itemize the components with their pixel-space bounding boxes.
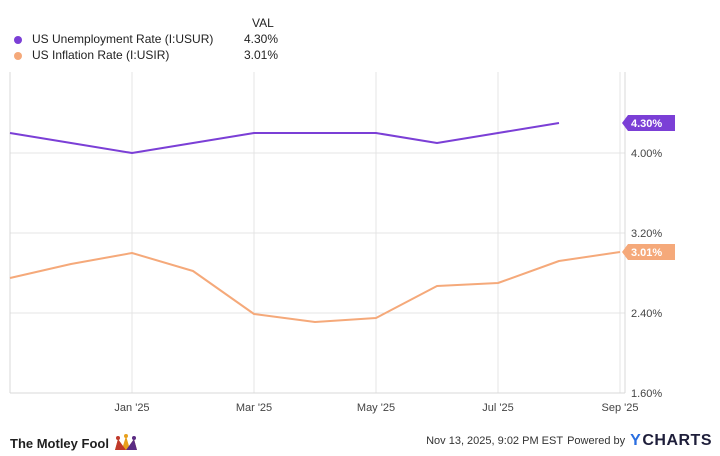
y-tick-label: 4.00% xyxy=(631,148,662,160)
value-badge xyxy=(622,115,675,131)
jester-hat-icon xyxy=(114,434,137,450)
legend-label-inflation: US Inflation Rate (I:USIR) xyxy=(32,48,170,62)
legend-label-unemployment: US Unemployment Rate (I:USUR) xyxy=(32,32,214,46)
x-tick-label: Jul '25 xyxy=(482,402,513,414)
legend-value-unemployment: 4.30% xyxy=(244,32,279,46)
ycharts-wordmark: CHARTS xyxy=(642,432,712,449)
legend-row-inflation[interactable]: US Inflation Rate (I:USIR) 3.01% xyxy=(14,48,314,64)
x-tick-label: Jan '25 xyxy=(114,402,149,414)
timestamp: Nov 13, 2025, 9:02 PM EST xyxy=(426,435,564,447)
y-tick-label: 3.20% xyxy=(631,228,662,240)
footer-attribution: Nov 13, 2025, 9:02 PM EST Powered by Y CH… xyxy=(426,432,712,450)
motley-fool-logo: The Motley Fool xyxy=(10,434,139,452)
x-tick-label: May '25 xyxy=(357,402,395,414)
legend-value-inflation: 3.01% xyxy=(244,48,279,62)
legend-header: VAL xyxy=(252,16,274,30)
y-tick-label: 1.60% xyxy=(631,388,662,400)
x-tick-label: Mar '25 xyxy=(236,402,272,414)
value-badge xyxy=(622,244,675,260)
value-badge-label: 4.30% xyxy=(631,118,662,130)
legend-row-unemployment[interactable]: US Unemployment Rate (I:USUR) 4.30% xyxy=(14,32,314,48)
powered-by-label: Powered by xyxy=(567,435,626,447)
unemployment-dot-icon xyxy=(14,36,22,44)
y-tick-label: 2.40% xyxy=(631,308,662,320)
brand-name: The Motley Fool xyxy=(10,435,109,451)
inflation-line xyxy=(9,251,621,323)
inflation-dot-icon xyxy=(14,52,22,60)
ycharts-logo: Y CHARTS xyxy=(630,432,712,450)
x-tick-label: Sep '25 xyxy=(602,402,639,414)
unemployment-line xyxy=(9,122,560,154)
ycharts-y-icon: Y xyxy=(630,432,642,449)
value-badge-label: 3.01% xyxy=(631,247,662,259)
